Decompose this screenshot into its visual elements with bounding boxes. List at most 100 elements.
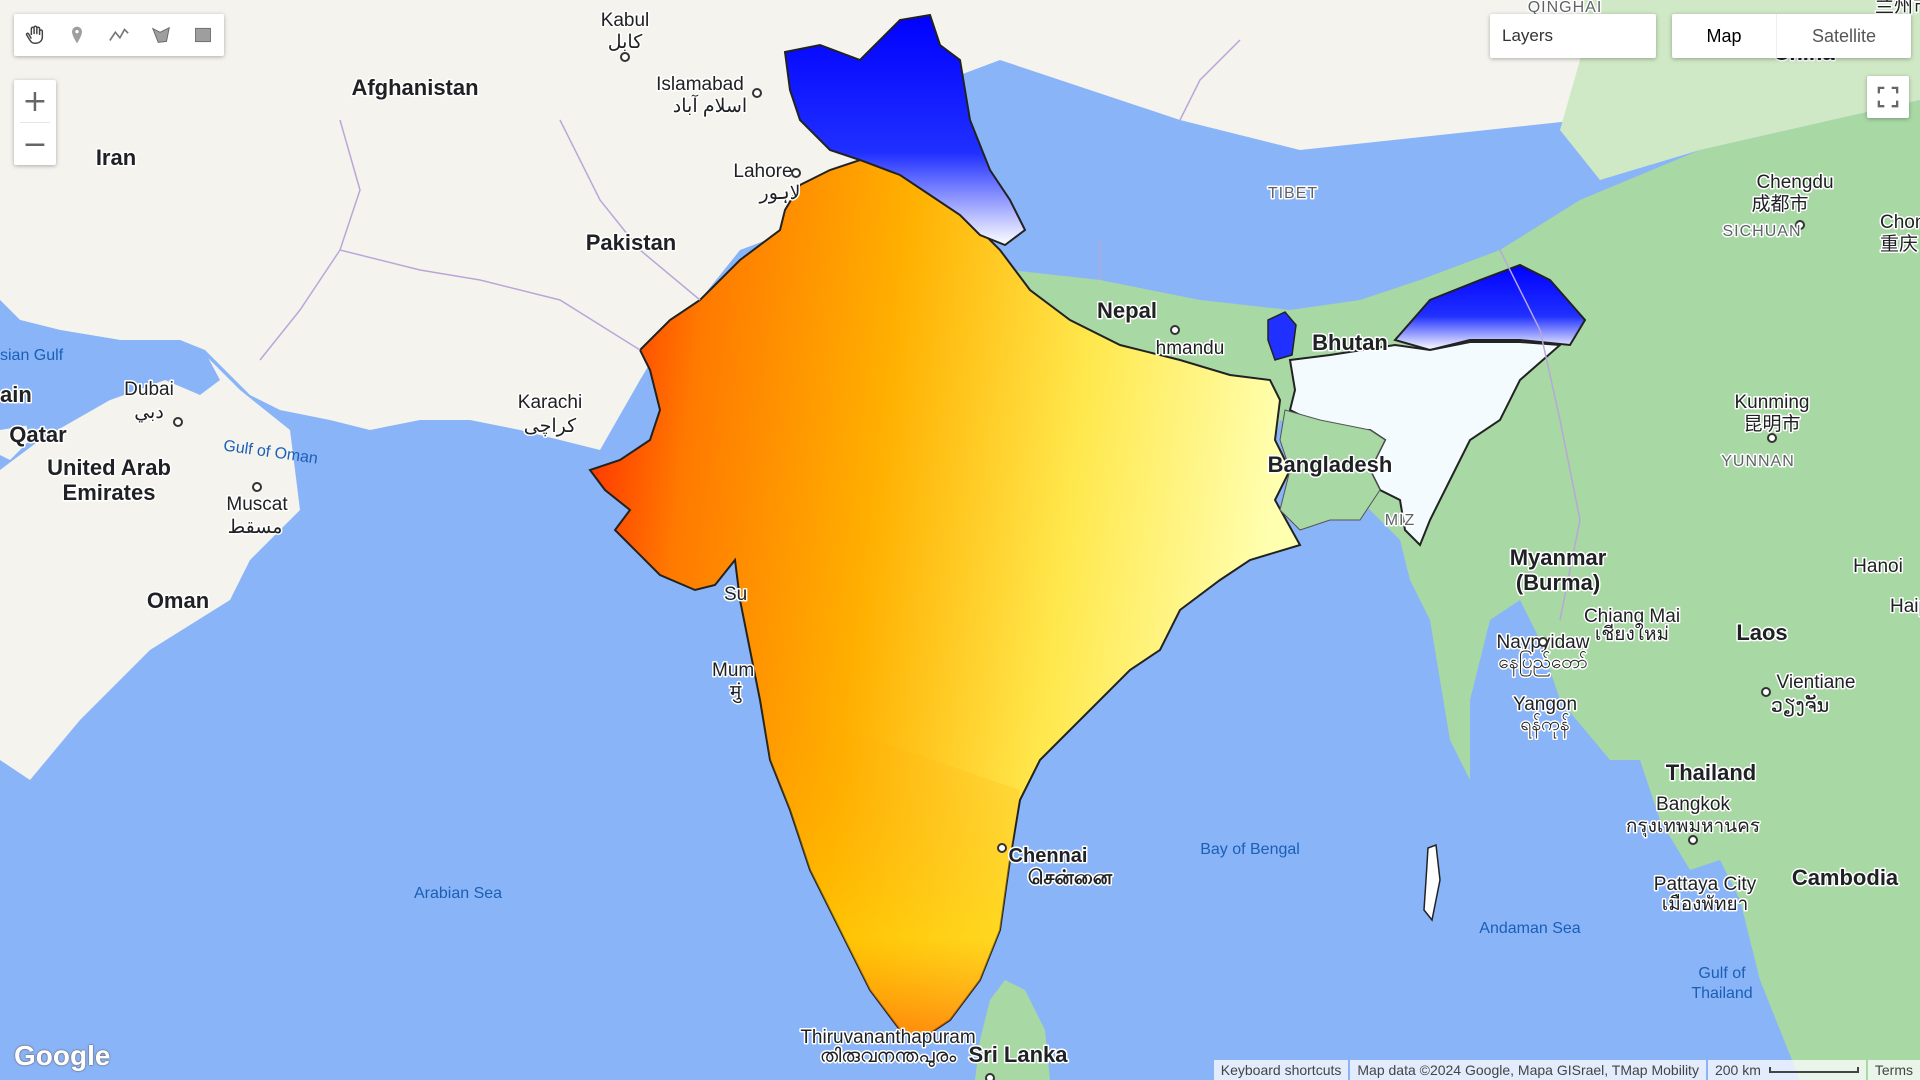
rectangle-icon[interactable] xyxy=(182,14,224,56)
scale-bar xyxy=(1768,1067,1859,1073)
label-pattaya-native: เมืองพัทยา xyxy=(1662,894,1749,915)
bangladesh xyxy=(1279,409,1386,531)
india-overlay-south xyxy=(760,700,1020,1040)
label-chiang-mai: Chiang Mai xyxy=(1584,606,1680,627)
border-lines xyxy=(259,39,1581,621)
label-bangladesh: Bangladesh xyxy=(1268,452,1393,477)
hand-icon[interactable] xyxy=(14,14,56,56)
label-myanmar-2: (Burma) xyxy=(1516,570,1600,595)
fullscreen-icon xyxy=(1877,86,1899,108)
land-southeast-asia xyxy=(1010,100,1920,1080)
dot-dubai xyxy=(173,417,183,427)
scale-control[interactable]: 200 km xyxy=(1707,1060,1866,1080)
dot-kunming xyxy=(1767,433,1777,443)
label-thailand: Thailand xyxy=(1666,760,1756,785)
label-thiruvananthapuram-native: തിരുവനന്തപുരം xyxy=(820,1046,956,1067)
label-bahrain: ain xyxy=(0,382,32,407)
label-chennai: Chennai xyxy=(1009,845,1088,867)
layers-label: Layers xyxy=(1502,26,1554,45)
zoom-out-button[interactable]: − xyxy=(22,126,48,162)
label-kunming-native: 昆明市 xyxy=(1743,413,1800,435)
dot-colombo xyxy=(985,1073,995,1080)
fullscreen-button[interactable] xyxy=(1867,76,1909,118)
label-pattaya: Pattaya City xyxy=(1654,874,1757,895)
label-bhutan: Bhutan xyxy=(1312,330,1388,355)
zoom-in-button[interactable]: + xyxy=(22,83,48,119)
label-mumbai-native: मुं xyxy=(730,682,742,704)
label-naypyidaw-native: နေပြည်တော် xyxy=(1498,649,1587,677)
layers-button[interactable]: Layers xyxy=(1490,14,1656,58)
zoom-divider xyxy=(20,122,50,123)
label-uae-2: Emirates xyxy=(63,480,156,505)
label-persian-gulf: sian Gulf xyxy=(0,347,64,364)
map-data-text: Map data ©2024 Google, Mapa GISrael, TMa… xyxy=(1350,1060,1706,1080)
label-andaman-sea: Andaman Sea xyxy=(1479,920,1581,937)
label-yangon-native: ရန်ကုန် xyxy=(1520,712,1570,739)
zoom-control: + − xyxy=(14,80,56,165)
andaman-water xyxy=(1470,780,1600,1080)
dot-muscat xyxy=(252,482,262,492)
google-logo: Google xyxy=(14,1040,111,1071)
dot-naypyidaw xyxy=(1538,637,1548,647)
dot-chengdu xyxy=(1795,220,1805,230)
label-laos: Laos xyxy=(1736,620,1787,645)
gulf-of-thailand xyxy=(1620,880,1760,1080)
label-qinghai: QINGHAI xyxy=(1528,0,1603,16)
label-tibet: TIBET xyxy=(1268,185,1318,202)
terms-link[interactable]: Terms xyxy=(1867,1060,1920,1080)
polygon-icon[interactable] xyxy=(140,14,182,56)
label-sri-lanka: Sri Lanka xyxy=(968,1042,1068,1067)
land-arabia xyxy=(0,350,300,780)
label-bay-of-bengal: Bay of Bengal xyxy=(1200,841,1300,858)
label-gulf-of-thailand-1: Gulf of xyxy=(1698,965,1746,982)
label-bangkok-native: กรุงเทพมหานคร xyxy=(1626,816,1760,838)
dot-vientiane xyxy=(1761,687,1771,697)
label-qatar: Qatar xyxy=(9,422,67,447)
dot-kathmandu xyxy=(1170,325,1180,335)
label-kathmandu: hmandu xyxy=(1156,338,1225,359)
label-karachi: Karachi xyxy=(518,392,582,413)
label-islamabad: Islamabad xyxy=(656,74,744,95)
label-pakistan: Pakistan xyxy=(586,230,677,255)
label-lanzhou: 兰州市 xyxy=(1875,0,1920,17)
label-arabian-sea: Arabian Sea xyxy=(414,885,502,902)
label-surat: Su xyxy=(724,584,747,605)
label-gulf-of-thailand-2: Thailand xyxy=(1691,985,1752,1002)
label-mumbai: Mum xyxy=(712,660,754,681)
label-sichuan: SICHUAN xyxy=(1722,223,1801,240)
label-nepal: Nepal xyxy=(1097,298,1157,323)
map-type-satellite-button[interactable]: Satellite xyxy=(1776,14,1911,58)
land-andaman-islands xyxy=(1423,843,1441,922)
polyline-icon[interactable] xyxy=(98,14,140,56)
label-lahore: Lahore xyxy=(733,161,792,182)
label-karachi-native: کراچی xyxy=(524,416,577,437)
map-type-map-button[interactable]: Map xyxy=(1706,25,1742,46)
label-chengdu-native: 成都市 xyxy=(1751,193,1808,215)
label-thiruvananthapuram: Thiruvananthapuram xyxy=(800,1027,975,1048)
label-cambodia: Cambodia xyxy=(1792,865,1899,890)
label-mizoram: MIZ xyxy=(1385,512,1416,529)
city-labels: Kabul کابل Islamabad اسلام آباد Lahore ل… xyxy=(123,0,1920,1069)
label-muscat: Muscat xyxy=(226,494,288,515)
label-dubai: Dubai xyxy=(124,379,174,400)
dot-bangkok xyxy=(1688,835,1698,845)
kashmir-cold-region xyxy=(783,13,1027,247)
map-type-control: Map Satellite xyxy=(1672,14,1911,58)
label-oman: Oman xyxy=(147,588,209,613)
label-yunnan: YUNNAN xyxy=(1721,453,1795,470)
drawing-toolbar xyxy=(14,14,224,56)
label-vientiane: Vientiane xyxy=(1777,672,1856,693)
label-kabul-native: کابل xyxy=(608,32,643,53)
label-chengdu: Chengdu xyxy=(1756,172,1833,193)
label-dubai-native: دبي xyxy=(134,402,164,423)
attribution-bar: Keyboard shortcuts Map data ©2024 Google… xyxy=(1212,1060,1920,1080)
keyboard-shortcuts-link[interactable]: Keyboard shortcuts xyxy=(1213,1060,1349,1080)
label-kunming: Kunming xyxy=(1735,392,1810,413)
label-haiphong: Haipho xyxy=(1890,596,1920,617)
label-chongqing-native: 重庆 xyxy=(1880,233,1918,255)
marker-icon[interactable] xyxy=(56,14,98,56)
label-chiang-mai-native: เชียงใหม่ xyxy=(1595,623,1669,645)
dot-lahore xyxy=(791,168,801,178)
scale-label: 200 km xyxy=(1714,1062,1761,1078)
